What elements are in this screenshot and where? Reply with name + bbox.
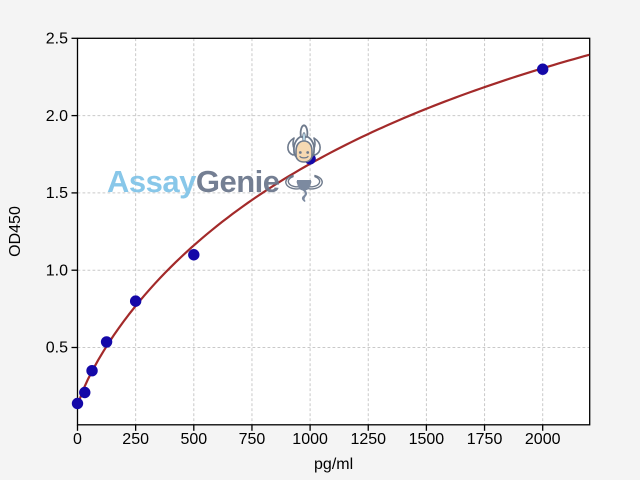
svg-text:0: 0	[73, 431, 82, 448]
svg-text:1.0: 1.0	[46, 262, 68, 279]
svg-text:1500: 1500	[409, 431, 445, 448]
svg-text:1.5: 1.5	[46, 185, 68, 202]
svg-text:2.5: 2.5	[46, 31, 68, 48]
svg-text:OD450: OD450	[7, 206, 24, 257]
svg-text:0.5: 0.5	[46, 340, 68, 357]
svg-text:500: 500	[180, 431, 207, 448]
svg-text:1250: 1250	[350, 431, 386, 448]
svg-text:pg/ml: pg/ml	[314, 456, 353, 473]
svg-text:750: 750	[239, 431, 266, 448]
svg-text:2000: 2000	[525, 431, 561, 448]
svg-text:1750: 1750	[467, 431, 503, 448]
svg-text:2.0: 2.0	[46, 108, 68, 125]
svg-text:1000: 1000	[292, 431, 328, 448]
svg-text:250: 250	[122, 431, 149, 448]
